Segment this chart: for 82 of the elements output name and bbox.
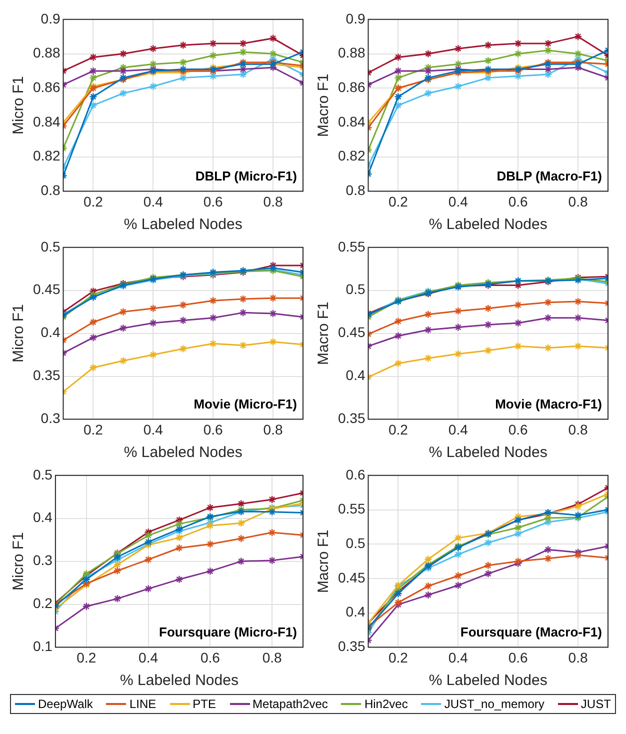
y-tick-label: 0.3 xyxy=(40,410,60,426)
y-tick-label: 0.82 xyxy=(338,148,366,164)
x-tick-label: 0.8 xyxy=(568,193,588,210)
y-tick-label: 0.9 xyxy=(40,10,60,26)
y-tick-label: 0.4 xyxy=(346,604,366,620)
y-tick-label: 0.88 xyxy=(33,44,60,61)
y-tick-label: 0.86 xyxy=(338,78,366,95)
y-tick-label: 0.45 xyxy=(338,569,366,586)
legend-label: DeepWalk xyxy=(38,697,93,711)
x-tick-label: 0.6 xyxy=(203,421,224,438)
x-tick-label: 0.8 xyxy=(263,193,283,210)
y-tick-label: 0.5 xyxy=(346,534,366,551)
x-tick-label: 0.8 xyxy=(568,421,588,438)
x-tick-label: 0.2 xyxy=(388,421,408,438)
legend-label: JUST xyxy=(580,697,611,711)
y-tick-label: 0.82 xyxy=(33,148,60,164)
x-tick-label: 0.2 xyxy=(388,649,408,666)
y-tick-label: 0.4 xyxy=(40,324,60,340)
text: Foursquare (Micro-F1) xyxy=(159,624,297,640)
y-tick-label: 0.5 xyxy=(32,466,53,482)
x-tick-label: 0.4 xyxy=(448,421,468,438)
y-axis-title: Macro F1 xyxy=(315,302,332,365)
y-tick-label: 0.6 xyxy=(346,466,366,482)
x-tick-label: 0.2 xyxy=(76,649,96,666)
y-tick-label: 0.1 xyxy=(32,638,53,654)
y-tick-label: 0.84 xyxy=(33,113,60,130)
y-axis-title: Macro F1 xyxy=(315,530,332,593)
x-tick-label: 0.4 xyxy=(143,193,164,210)
y-tick-label: 0.35 xyxy=(338,410,366,426)
text: DBLP (Micro-F1) xyxy=(195,168,297,184)
x-tick-label: 0.4 xyxy=(448,649,468,666)
y-tick-label: 0.55 xyxy=(338,500,366,517)
legend-label: Metapath2vec xyxy=(252,697,328,711)
x-axis-title: % Labeled Nodes xyxy=(124,216,242,234)
text: DBLP (Macro-F1) xyxy=(496,168,602,184)
y-tick-label: 0.4 xyxy=(32,509,53,526)
y-tick-label: 0.2 xyxy=(32,595,53,612)
legend-label: LINE xyxy=(129,697,156,711)
y-tick-label: 0.55 xyxy=(338,238,366,254)
y-tick-label: 0.45 xyxy=(338,324,366,340)
y-tick-label: 0.5 xyxy=(40,238,60,254)
y-axis-title: Micro F1 xyxy=(10,532,28,590)
y-tick-label: 0.4 xyxy=(346,367,366,384)
y-tick-label: 0.8 xyxy=(40,182,60,198)
y-tick-label: 0.35 xyxy=(338,638,366,654)
y-axis-title: Micro F1 xyxy=(10,304,28,362)
legend-label: PTE xyxy=(192,697,216,711)
y-tick-label: 0.84 xyxy=(338,113,366,130)
x-tick-label: 0.4 xyxy=(143,421,164,438)
x-tick-label: 0.8 xyxy=(568,649,588,666)
text: Movie (Micro-F1) xyxy=(194,396,297,412)
x-tick-label: 0.2 xyxy=(388,193,408,210)
x-tick-label: 0.6 xyxy=(203,193,224,210)
y-tick-label: 0.86 xyxy=(33,78,60,95)
text: Movie (Macro-F1) xyxy=(495,396,602,412)
legend-label: Hin2vec xyxy=(364,697,408,711)
x-tick-label: 0.4 xyxy=(448,193,468,210)
x-tick-label: 0.8 xyxy=(262,649,282,666)
y-tick-label: 0.8 xyxy=(346,182,366,198)
x-axis-title: % Labeled Nodes xyxy=(428,672,548,690)
x-tick-label: 0.2 xyxy=(83,421,104,438)
x-axis-title: % Labeled Nodes xyxy=(120,672,238,690)
y-tick-label: 0.5 xyxy=(346,281,366,298)
y-tick-label: 0.9 xyxy=(346,10,366,26)
y-tick-label: 0.35 xyxy=(33,367,60,384)
legend-label: JUST_no_memory xyxy=(444,697,544,711)
y-tick-label: 0.45 xyxy=(33,281,60,298)
y-axis-title: Micro F1 xyxy=(10,76,28,134)
y-tick-label: 0.3 xyxy=(32,552,53,568)
x-tick-label: 0.6 xyxy=(508,193,528,210)
x-tick-label: 0.6 xyxy=(508,421,528,438)
y-tick-label: 0.88 xyxy=(338,44,366,61)
x-tick-label: 0.2 xyxy=(83,193,104,210)
x-tick-label: 0.6 xyxy=(200,649,220,666)
x-tick-label: 0.6 xyxy=(508,649,528,666)
x-tick-label: 0.4 xyxy=(138,649,158,666)
x-axis-title: % Labeled Nodes xyxy=(428,444,548,462)
x-axis-title: % Labeled Nodes xyxy=(124,444,242,462)
x-axis-title: % Labeled Nodes xyxy=(428,216,548,234)
x-tick-label: 0.8 xyxy=(263,421,283,438)
y-axis-title: Macro F1 xyxy=(315,74,332,137)
text: Foursquare (Macro-F1) xyxy=(460,624,602,640)
